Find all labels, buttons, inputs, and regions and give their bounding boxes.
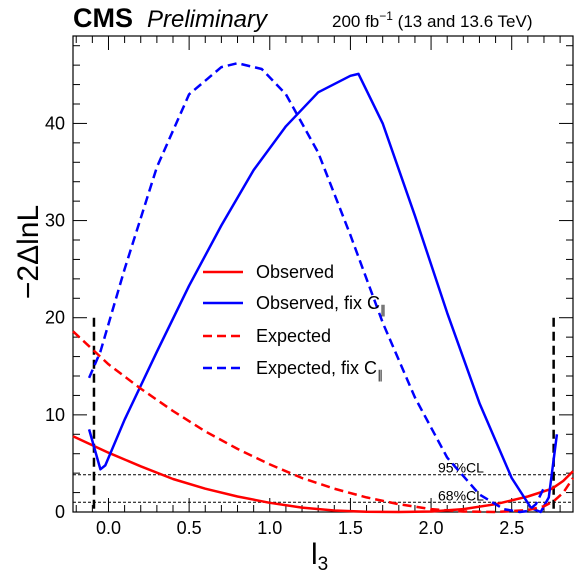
expected-fix-curve bbox=[87, 61, 546, 514]
y-tick-label: 0 bbox=[55, 502, 65, 522]
x-axis-title: l3 bbox=[311, 538, 328, 571]
x-tick-label: 0.0 bbox=[96, 518, 121, 538]
cl-label: 68%CL bbox=[438, 487, 484, 503]
cl-threshold-lines: 95%CL 68%CL bbox=[73, 460, 573, 503]
x-tick-label: 2.0 bbox=[419, 518, 444, 538]
likelihood-curves bbox=[72, 61, 575, 514]
x-tick-label: 2.5 bbox=[499, 518, 524, 538]
luminosity-label: 200 fb−1 (13 and 13.6 TeV) bbox=[332, 9, 533, 31]
status-label: Preliminary bbox=[147, 6, 269, 33]
legend: Observed Observed, fix C∥ Expected Expec… bbox=[203, 262, 386, 382]
observed-curve bbox=[72, 435, 574, 514]
x-tick-label: 1.5 bbox=[338, 518, 363, 538]
y-tick-label: 40 bbox=[45, 113, 65, 133]
x-tick-label: 0.5 bbox=[177, 518, 202, 538]
axis-tick-labels: 0.0 0.5 1.0 1.5 2.0 2.5 0 10 20 30 40 bbox=[45, 113, 524, 538]
experiment-label: CMS bbox=[73, 3, 133, 33]
legend-label-expected-fix: Expected, fix C∥ bbox=[256, 358, 383, 382]
y-axis-title: −2ΔlnL bbox=[12, 205, 45, 299]
legend-label-observed: Observed bbox=[256, 262, 334, 282]
y-tick-label: 30 bbox=[45, 211, 65, 231]
plot-frame bbox=[72, 35, 574, 513]
y-tick-label: 10 bbox=[45, 405, 65, 425]
y-tick-label: 20 bbox=[45, 308, 65, 328]
x-tick-label: 1.0 bbox=[257, 518, 282, 538]
legend-label-observed-fix: Observed, fix C∥ bbox=[256, 293, 386, 317]
cl-label: 95%CL bbox=[438, 460, 484, 476]
observed-fix-curve bbox=[87, 72, 559, 514]
legend-label-expected: Expected bbox=[256, 326, 331, 346]
expected-curve bbox=[72, 330, 575, 514]
